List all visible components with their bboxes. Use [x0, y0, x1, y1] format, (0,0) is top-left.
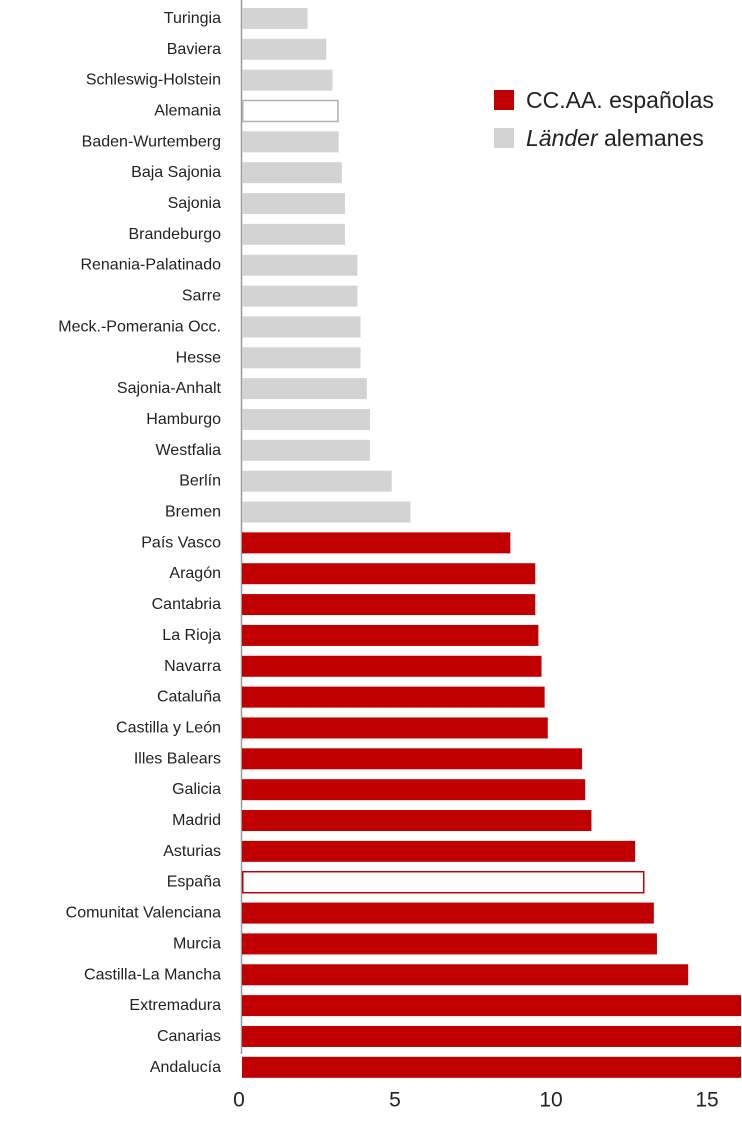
- legend: CC.AA. españolas Länder alemanes: [494, 82, 714, 158]
- x-tick-label-15: 15: [695, 1089, 718, 1112]
- category-label-canarias: Canarias: [157, 1028, 221, 1045]
- category-label-baden-wurtemberg: Baden-Wurtemberg: [82, 133, 221, 150]
- bar-sajonia-anhalt: [242, 378, 367, 400]
- bar-cataluna: [242, 686, 545, 708]
- bar-navarra: [242, 655, 542, 677]
- legend-label-de: Länder alemanes: [526, 125, 704, 152]
- category-label-cantabria: Cantabria: [152, 596, 221, 613]
- category-label-sajonia-anhalt: Sajonia-Anhalt: [117, 380, 222, 397]
- category-label-brandeburgo: Brandeburgo: [128, 226, 221, 243]
- category-labels: Turingia Baviera Schleswig-Holstein Alemani…: [58, 10, 221, 1076]
- category-label-navarra: Navarra: [164, 658, 221, 675]
- category-label-turingia: Turingia: [164, 10, 221, 27]
- bar-baden-wurtemberg: [242, 131, 339, 153]
- bar-bremen: [242, 501, 411, 523]
- category-label-espana: España: [167, 874, 221, 891]
- category-label-pais-vasco: País Vasco: [141, 534, 221, 551]
- bar-madrid: [242, 810, 592, 832]
- bars-layer: [242, 7, 741, 1078]
- bar-cantabria: [242, 594, 536, 616]
- category-label-baja-sajonia: Baja Sajonia: [131, 164, 221, 181]
- x-tick-label-0: 0: [233, 1089, 245, 1112]
- category-label-asturias: Asturias: [163, 843, 221, 860]
- category-label-castilla-y-leon: Castilla y León: [116, 719, 221, 736]
- x-axis-ticks: 0 5 10 15: [233, 1089, 719, 1112]
- category-label-schleswig-holstein: Schleswig-Holstein: [86, 72, 221, 89]
- bar-pais-vasco: [242, 532, 511, 554]
- category-label-westfalia: Westfalia: [155, 442, 221, 459]
- category-label-andalucia: Andalucía: [150, 1059, 221, 1076]
- bar-extremadura: [242, 995, 741, 1017]
- legend-label-de-rest: alemanes: [597, 124, 704, 151]
- category-label-murcia: Murcia: [173, 935, 221, 952]
- bar-galicia: [242, 779, 586, 801]
- bar-illes-balears: [242, 748, 583, 770]
- bar-espana: [242, 870, 645, 894]
- category-label-cataluna: Cataluña: [157, 689, 221, 706]
- category-label-sajonia: Sajonia: [168, 195, 221, 212]
- category-label-comunitat-valenciana: Comunitat Valenciana: [66, 905, 221, 922]
- bar-la-rioja: [242, 624, 539, 646]
- bar-turingia: [242, 7, 308, 29]
- legend-item-es: CC.AA. españolas: [494, 82, 714, 118]
- bar-comunitat-valenciana: [242, 902, 654, 924]
- bar-brandeburgo: [242, 223, 345, 245]
- bar-schleswig-holstein: [242, 69, 333, 91]
- category-label-aragon: Aragón: [169, 565, 221, 582]
- category-label-alemania: Alemania: [154, 102, 221, 119]
- category-label-renania-palatinado: Renania-Palatinado: [80, 257, 221, 274]
- category-label-illes-balears: Illes Balears: [134, 750, 221, 767]
- bar-baja-sajonia: [242, 162, 342, 184]
- bar-berlin: [242, 470, 392, 492]
- legend-label-de-italic: Länder: [526, 124, 598, 151]
- category-label-hesse: Hesse: [176, 349, 221, 366]
- bar-baviera: [242, 38, 327, 60]
- category-label-castilla-la-mancha: Castilla-La Mancha: [84, 966, 221, 983]
- bar-andalucia: [242, 1056, 741, 1078]
- category-label-bremen: Bremen: [165, 504, 221, 521]
- bar-sajonia: [242, 193, 345, 215]
- category-label-sarre: Sarre: [182, 288, 221, 305]
- bar-westfalia: [242, 439, 370, 461]
- x-tick-label-5: 5: [389, 1089, 401, 1112]
- bar-renania-palatinado: [242, 254, 358, 276]
- category-label-la-rioja: La Rioja: [162, 627, 221, 644]
- bar-castilla-la-mancha: [242, 964, 689, 986]
- legend-label-es: CC.AA. españolas: [526, 86, 714, 113]
- category-label-meck-pomerania-occ: Meck.-Pomerania Occ.: [58, 318, 221, 335]
- category-label-extremadura: Extremadura: [129, 997, 221, 1014]
- category-label-baviera: Baviera: [167, 41, 221, 58]
- category-label-berlin: Berlín: [179, 473, 221, 490]
- category-label-hamburgo: Hamburgo: [146, 411, 221, 428]
- category-label-madrid: Madrid: [172, 812, 221, 829]
- bar-meck-pomerania-occ: [242, 316, 361, 338]
- bar-hamburgo: [242, 408, 370, 430]
- bar-alemania: [242, 99, 339, 123]
- legend-swatch-de: [494, 128, 514, 148]
- legend-item-de: Länder alemanes: [494, 120, 714, 156]
- bar-asturias: [242, 840, 636, 862]
- bar-canarias: [242, 1025, 741, 1047]
- bar-hesse: [242, 347, 361, 369]
- x-tick-label-10: 10: [539, 1089, 562, 1112]
- category-label-galicia: Galicia: [172, 781, 221, 798]
- bar-castilla-y-leon: [242, 717, 548, 739]
- legend-swatch-es: [494, 90, 514, 110]
- bar-aragon: [242, 563, 536, 585]
- bar-murcia: [242, 933, 657, 955]
- bar-sarre: [242, 285, 358, 307]
